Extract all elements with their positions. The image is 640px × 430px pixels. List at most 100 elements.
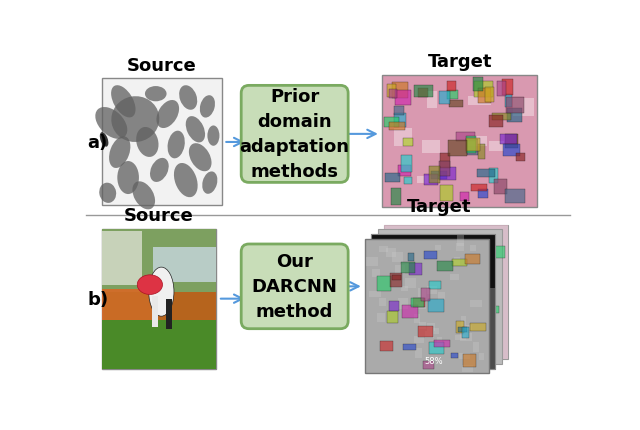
Bar <box>422 141 440 154</box>
Bar <box>433 328 438 334</box>
Bar <box>418 289 426 298</box>
Bar <box>414 86 433 97</box>
Bar <box>392 83 408 98</box>
Bar <box>102 232 142 285</box>
Bar <box>456 291 464 298</box>
Bar <box>429 343 444 354</box>
Bar <box>507 108 522 123</box>
Bar <box>426 332 434 338</box>
Bar <box>460 192 469 201</box>
Bar <box>477 144 485 160</box>
Bar <box>447 260 460 274</box>
Bar <box>389 122 405 131</box>
Bar <box>428 323 435 331</box>
Bar <box>482 327 495 340</box>
Bar <box>467 140 478 156</box>
Bar <box>465 137 476 154</box>
Ellipse shape <box>99 183 116 203</box>
Ellipse shape <box>186 117 205 143</box>
Ellipse shape <box>150 159 169 183</box>
Ellipse shape <box>117 162 139 195</box>
Bar <box>470 246 476 251</box>
Bar <box>392 253 403 263</box>
Bar <box>394 113 406 127</box>
Bar <box>452 280 461 291</box>
Bar <box>154 292 216 327</box>
Bar <box>477 89 492 104</box>
Bar <box>433 273 444 285</box>
Ellipse shape <box>174 163 198 198</box>
Bar <box>479 353 484 360</box>
Bar <box>500 135 517 144</box>
Ellipse shape <box>109 137 131 169</box>
Bar <box>152 296 158 327</box>
Bar <box>419 302 428 312</box>
Text: Target: Target <box>428 53 492 71</box>
Bar <box>406 278 416 288</box>
Bar <box>408 253 414 262</box>
Bar <box>435 246 441 250</box>
Bar <box>489 116 502 128</box>
Bar <box>422 289 430 301</box>
Bar <box>431 172 447 180</box>
Bar <box>417 302 426 310</box>
Bar <box>456 132 475 142</box>
Bar <box>391 189 401 205</box>
Bar <box>447 91 458 100</box>
Bar <box>413 336 424 343</box>
Bar <box>102 79 222 206</box>
Bar <box>428 92 436 109</box>
Ellipse shape <box>145 87 166 102</box>
Bar <box>464 317 475 327</box>
Bar <box>455 336 466 341</box>
Bar <box>461 325 472 330</box>
Bar <box>422 317 434 330</box>
Bar <box>468 270 477 286</box>
Bar <box>505 190 525 204</box>
Bar <box>429 167 440 183</box>
Bar <box>418 261 428 276</box>
Bar <box>485 88 493 102</box>
Bar <box>394 107 404 115</box>
Bar <box>452 260 467 266</box>
Bar <box>484 280 492 291</box>
Bar <box>460 333 472 341</box>
Bar <box>371 288 495 369</box>
Bar <box>467 298 473 310</box>
Bar <box>452 301 461 312</box>
Bar <box>372 269 380 278</box>
Ellipse shape <box>95 108 127 139</box>
Bar <box>449 141 467 156</box>
Bar <box>402 305 418 318</box>
Bar <box>428 286 436 294</box>
Bar <box>403 344 416 350</box>
Bar <box>449 101 463 108</box>
Bar <box>396 266 405 274</box>
Bar <box>492 114 511 121</box>
Ellipse shape <box>100 133 108 147</box>
Bar <box>417 177 437 184</box>
Bar <box>411 298 424 307</box>
Bar <box>387 85 396 98</box>
Bar <box>463 354 476 367</box>
FancyBboxPatch shape <box>241 244 348 329</box>
Bar <box>470 323 486 331</box>
Bar <box>440 186 453 202</box>
Bar <box>505 135 518 149</box>
Text: 58%: 58% <box>424 356 443 365</box>
Bar <box>415 348 422 358</box>
Bar <box>436 277 451 286</box>
Text: b): b) <box>88 290 109 308</box>
FancyBboxPatch shape <box>241 86 348 183</box>
Bar <box>400 264 410 273</box>
Bar <box>451 353 458 359</box>
Bar <box>474 82 493 98</box>
Bar <box>489 169 499 183</box>
Bar <box>394 129 412 147</box>
Bar <box>154 247 216 282</box>
Bar <box>369 292 381 298</box>
Bar <box>465 254 481 264</box>
Ellipse shape <box>111 97 159 143</box>
Bar <box>486 306 499 313</box>
Text: Prior
domain
adaptation
methods: Prior domain adaptation methods <box>239 88 349 181</box>
